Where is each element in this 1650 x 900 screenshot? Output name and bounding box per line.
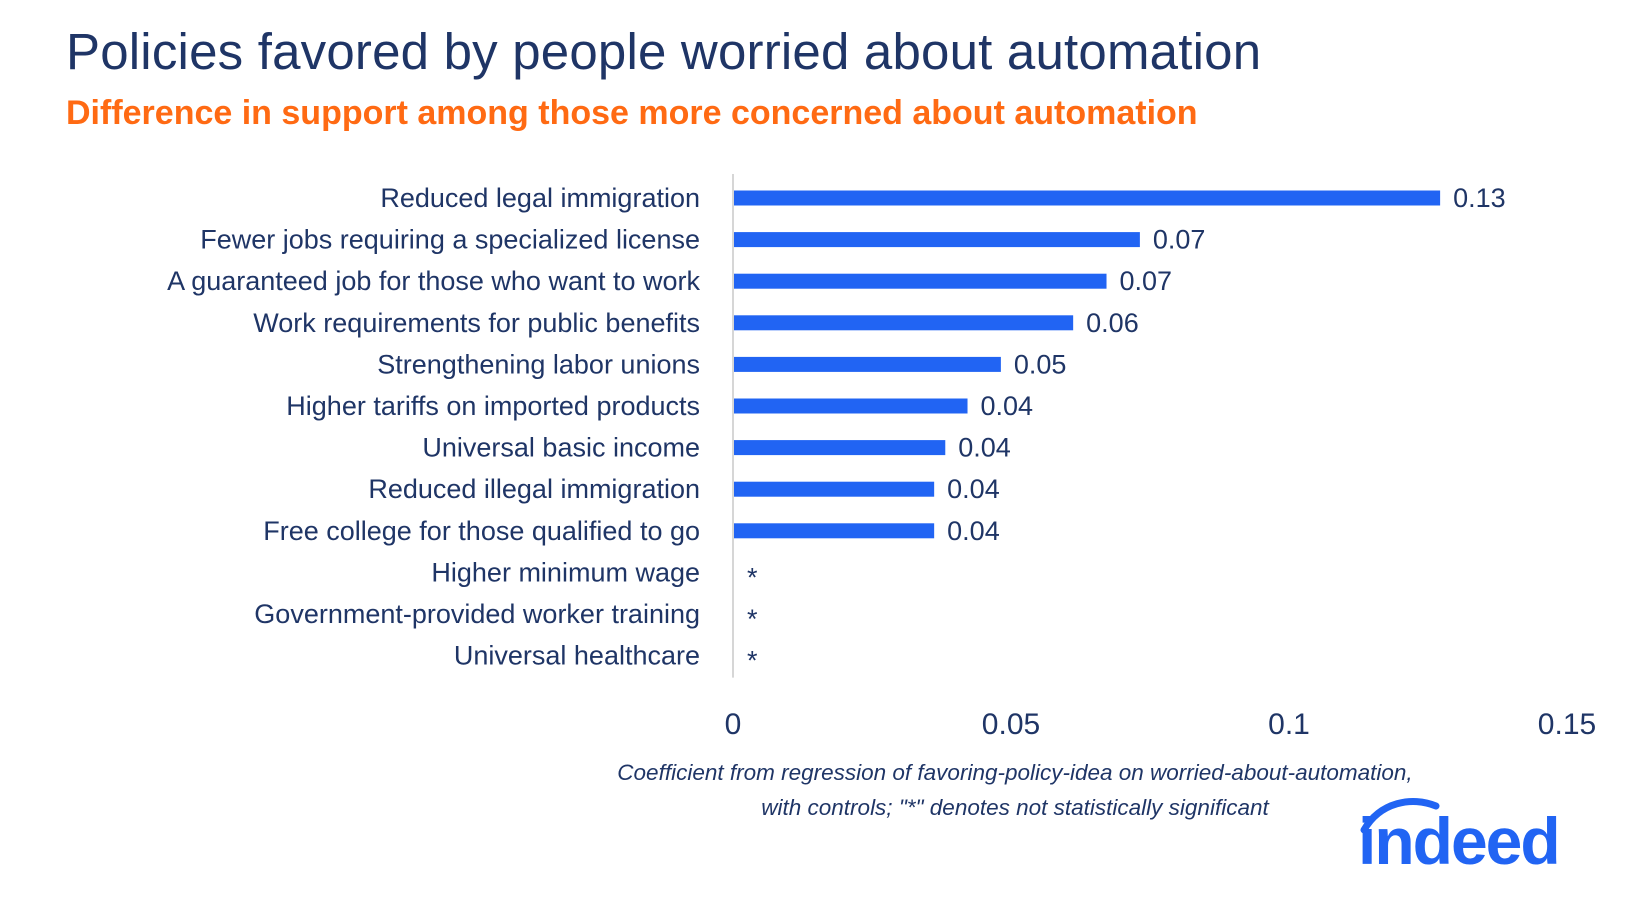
x-tick-label: 0 bbox=[725, 708, 742, 741]
bar bbox=[734, 398, 968, 414]
value-label: 0.04 bbox=[947, 516, 1000, 546]
chart-title: Policies favored by people worried about… bbox=[66, 23, 1262, 80]
value-label: 0.07 bbox=[1153, 225, 1206, 255]
value-label: 0.05 bbox=[1014, 349, 1067, 379]
value-label: 0.13 bbox=[1453, 183, 1506, 213]
bar bbox=[734, 315, 1074, 331]
category-label: Higher tariffs on imported products bbox=[286, 391, 700, 421]
bar bbox=[734, 356, 1001, 372]
logo-text: indeed bbox=[1358, 804, 1561, 878]
indeed-logo: indeed bbox=[1358, 796, 1608, 886]
category-label: A guaranteed job for those who want to w… bbox=[167, 266, 700, 296]
value-label: * bbox=[747, 604, 758, 634]
category-label: Reduced legal immigration bbox=[380, 183, 700, 213]
category-label: Fewer jobs requiring a specialized licen… bbox=[200, 225, 700, 255]
value-label: * bbox=[747, 646, 758, 676]
category-label: Strengthening labor unions bbox=[377, 349, 700, 379]
category-label: Government-provided worker training bbox=[254, 599, 700, 629]
x-tick-label: 0.1 bbox=[1268, 708, 1310, 741]
bar bbox=[734, 481, 935, 497]
bar bbox=[734, 190, 1441, 206]
axis-note-line-2: with controls; "*" denotes not statistic… bbox=[761, 795, 1269, 820]
bar bbox=[734, 440, 946, 456]
category-label: Universal basic income bbox=[422, 433, 700, 463]
value-label: 0.04 bbox=[981, 391, 1034, 421]
bar bbox=[734, 232, 1140, 248]
value-label: 0.04 bbox=[958, 433, 1011, 463]
value-label: 0.06 bbox=[1086, 308, 1139, 338]
category-label: Free college for those qualified to go bbox=[263, 516, 700, 546]
value-label: 0.04 bbox=[947, 474, 1000, 504]
category-label: Work requirements for public benefits bbox=[253, 308, 700, 338]
axis-note-line-1: Coefficient from regression of favoring-… bbox=[617, 760, 1413, 785]
value-label: 0.07 bbox=[1120, 266, 1173, 296]
logo-arc-icon bbox=[1360, 797, 1440, 834]
bar bbox=[734, 273, 1107, 289]
category-label: Universal healthcare bbox=[454, 641, 700, 671]
x-tick-label: 0.15 bbox=[1538, 708, 1596, 741]
x-tick-label: 0.05 bbox=[982, 708, 1040, 741]
value-label: * bbox=[747, 562, 758, 592]
axis-note: Coefficient from regression of favoring-… bbox=[540, 755, 1490, 825]
category-label: Reduced illegal immigration bbox=[368, 474, 700, 504]
bar bbox=[734, 523, 935, 539]
chart-subtitle: Difference in support among those more c… bbox=[66, 94, 1198, 132]
category-label: Higher minimum wage bbox=[431, 557, 700, 587]
